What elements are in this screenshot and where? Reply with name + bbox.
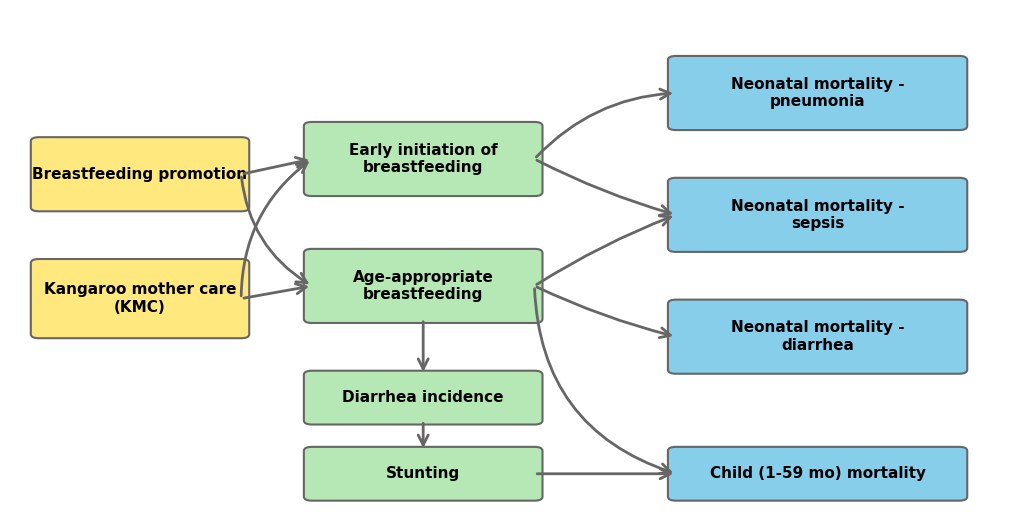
Text: Stunting: Stunting (386, 466, 461, 481)
Text: Neonatal mortality -
sepsis: Neonatal mortality - sepsis (731, 199, 904, 231)
FancyBboxPatch shape (668, 178, 968, 252)
Text: Neonatal mortality -
diarrhea: Neonatal mortality - diarrhea (731, 320, 904, 353)
FancyBboxPatch shape (668, 447, 968, 501)
FancyBboxPatch shape (304, 370, 543, 425)
FancyBboxPatch shape (668, 56, 968, 130)
FancyBboxPatch shape (304, 249, 543, 323)
FancyBboxPatch shape (304, 122, 543, 196)
Text: Diarrhea incidence: Diarrhea incidence (342, 390, 504, 405)
FancyBboxPatch shape (31, 137, 249, 211)
Text: Kangaroo mother care
(KMC): Kangaroo mother care (KMC) (44, 282, 237, 315)
FancyBboxPatch shape (668, 300, 968, 374)
Text: Child (1-59 mo) mortality: Child (1-59 mo) mortality (710, 466, 926, 481)
Text: Early initiation of
breastfeeding: Early initiation of breastfeeding (349, 143, 498, 175)
Text: Age-appropriate
breastfeeding: Age-appropriate breastfeeding (352, 270, 494, 302)
FancyBboxPatch shape (304, 447, 543, 501)
Text: Breastfeeding promotion: Breastfeeding promotion (33, 167, 248, 182)
FancyBboxPatch shape (31, 259, 249, 338)
Text: Neonatal mortality -
pneumonia: Neonatal mortality - pneumonia (731, 77, 904, 109)
